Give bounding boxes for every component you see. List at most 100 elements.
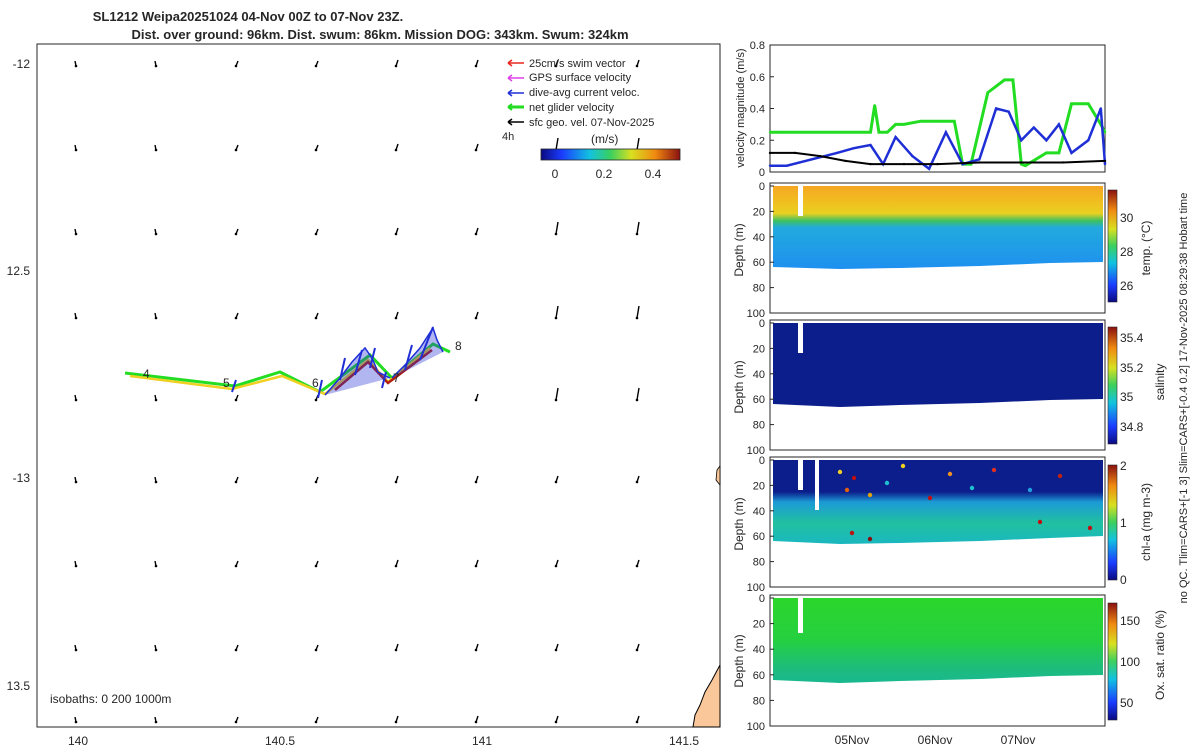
sfc-geo-arrow [555,221,559,235]
chla-ylabel: Depth (m) [732,497,746,550]
sfc-geo-arrow [636,305,640,319]
sfc-geo-arrow-base [74,648,78,652]
oxygen-panel: Depth (m) 50 100 150 Ox. sat. ratio (%) … [732,594,1167,747]
oxygen-cbar-label: Ox. sat. ratio (%) [1153,610,1167,700]
sfc-geo-arrow-base [394,398,398,402]
sfc-geo-arrow-base [554,720,558,724]
depth-tick: 60 [753,531,765,543]
depth-tick: 0 [759,593,765,605]
temp-ylabel: Depth (m) [732,223,746,276]
velocity-point [1032,126,1036,129]
depth-tick: 60 [753,257,765,269]
chla-spot [844,487,850,493]
sfc-geo-arrow-base [394,316,398,320]
chla-panel: Depth (m) 0 1 2 chl-a (mg m-3) [732,456,1153,588]
velocity-point [810,158,814,161]
map-panel: 4 5 6 7 8 140 140.5 141 141.5 -12 12.5 -13 1… [7,43,721,748]
legend-4h: 4h [502,131,514,143]
sfc-geo-arrow-base [154,480,158,484]
velocity-point [1057,123,1061,126]
sfc-geo-arrow-base [474,720,478,724]
map-ytick: -12 [13,57,31,71]
sfc-geo-arrow-base [554,232,558,236]
velocity-point [927,167,931,171]
sfc-geo-arrow-base [154,64,158,68]
sfc-geo-arrow-base [554,398,558,402]
chla-cbar-tick: 0 [1120,573,1127,587]
temp-cbar-label: temp. (°C) [1139,221,1153,276]
velocity-point [911,154,914,158]
sfc-geo-arrow-base [394,232,398,236]
velocity-point [1070,102,1073,105]
sfc-geo-arrow-base [314,480,318,484]
qc-side-note: no QC. Tlim=CARS+[-1 3] Slim=CARS+[-0.4 … [1178,193,1190,604]
legend-net-glider: net glider velocity [529,102,614,114]
chla-spot [1087,525,1093,531]
sfc-geo-arrow-base [394,648,398,652]
depth-tick: 0 [759,455,765,467]
sfc-geo-arrow-base [314,564,318,568]
velocity-point [869,143,872,147]
isobaths-note: isobaths: 0 200 1000m [50,692,171,706]
sfc-geo-arrow [636,387,640,401]
depth-tick: 40 [753,506,765,518]
velocity-ytick: 0 [759,167,765,179]
sfc-geo-arrow-base [635,232,639,236]
sfc-geo-arrow-base [74,398,78,402]
map-axes [36,43,721,728]
chla-colorbar [1107,464,1118,581]
chla-section-fill [773,460,1103,544]
depth-tick: 100 [747,308,765,320]
velocity-point [1087,102,1090,105]
sfc-geo-arrow-base [154,232,158,236]
glider-track: 4 5 6 7 8 [124,326,462,399]
velocity-point [877,131,881,134]
map-ytick: 12.5 [7,264,31,278]
velocity-point [1070,151,1073,155]
sfc-geo-arrow-base [74,720,78,724]
chla-cbar-tick: 1 [1120,516,1127,530]
sfc-geo-arrow-base [635,648,639,652]
depth-tick: 100 [747,582,765,594]
sfc-geo-arrow-base [474,316,478,320]
temp-cbar-tick: 26 [1120,279,1134,293]
chla-spot [884,480,890,486]
time-xtick: 06Nov [918,733,953,747]
velocity-point [869,131,872,134]
chla-spot [947,471,953,477]
dive-avg-vector [231,379,237,393]
velocity-point [777,131,780,134]
sfc-geo-arrow-base [74,148,78,152]
salinity-colorbar [1107,326,1118,445]
sfc-geo-arrow-base [234,64,238,68]
velocity-series [768,78,1107,171]
sal-cbar-tick: 35.4 [1120,331,1144,345]
velocity-ytick: 0.6 [750,72,765,84]
chla-spot [867,536,873,542]
sfc-geo-arrow-base [394,720,398,724]
legend-arrowhead [507,118,513,126]
legend-arrowhead [507,59,513,67]
depth-tick: 20 [753,343,765,355]
temp-cbar-tick: 28 [1120,245,1134,259]
sfc-geo-arrow-base [635,480,639,484]
time-xtick: 05Nov [835,733,870,747]
map-xtick: 141 [472,734,492,748]
velocity-point [768,131,772,134]
velocity-point [1061,161,1065,164]
sfc-geo-arrow-base [394,480,398,484]
legend-swim-vector: 25cm/s swim vector [529,58,626,70]
sfc-geo-arrow-base [154,648,158,652]
sfc-geo-arrow-base [154,316,158,320]
time-xtick: 07Nov [1001,733,1036,747]
map-ytick: -13 [13,471,31,485]
velocity-point [986,91,989,94]
sfc-geo-arrow-base [74,232,78,236]
velocity-point [1103,131,1107,134]
sfc-geo-arrow-base [474,564,478,568]
velocity-ytick: 0.4 [750,104,765,116]
legend-sfc-geo: sfc geo. vel. 07-Nov-2025 [529,117,654,129]
sfc-geo-arrow-base [74,64,78,68]
legend-arrowhead [507,74,513,82]
sal-cbar-tick: 34.8 [1120,420,1144,434]
